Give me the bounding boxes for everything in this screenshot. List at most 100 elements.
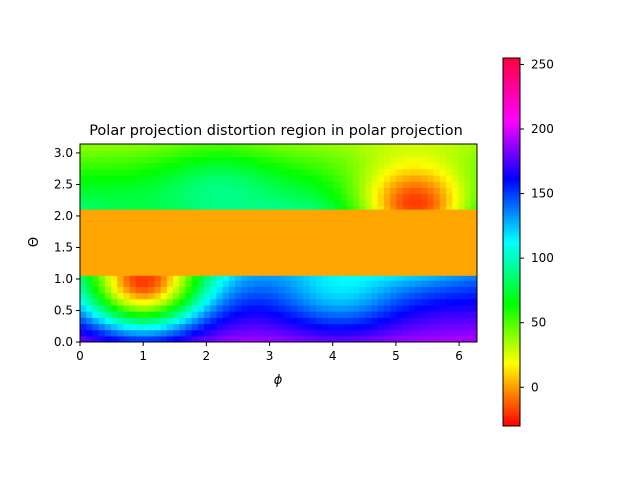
x-tick-label: 3 [266, 349, 274, 363]
heatmap-cell [315, 205, 323, 213]
heatmap-cell [439, 329, 447, 337]
heatmap-cell [290, 168, 298, 176]
heatmap-cell [210, 311, 218, 318]
heatmap-cell [297, 168, 304, 176]
heatmap-cell [98, 311, 106, 318]
heatmap-cell [445, 205, 453, 213]
heatmap-cell [191, 168, 199, 176]
heatmap-cell [352, 144, 360, 151]
heatmap-cell [284, 181, 292, 188]
heatmap-cell [278, 280, 286, 287]
heatmap-cell [452, 273, 459, 281]
heatmap-cell [359, 205, 366, 213]
heatmap-cell [346, 150, 354, 157]
heatmap-cell [290, 193, 298, 201]
heatmap-cell [92, 174, 100, 182]
heatmap-cell [297, 335, 304, 342]
y-tick-label: 0.5 [54, 303, 73, 317]
heatmap-cell [259, 286, 267, 294]
heatmap-cell [173, 273, 180, 281]
heatmap-cell [383, 286, 391, 294]
heatmap-cell [247, 317, 255, 325]
heatmap-cell [216, 329, 224, 337]
heatmap-cell [204, 298, 211, 306]
heatmap-cell [253, 174, 261, 182]
heatmap-cell [228, 205, 236, 213]
heatmap-cell [371, 273, 379, 281]
heatmap-cell [421, 156, 428, 164]
heatmap-cell [123, 286, 131, 294]
heatmap-cell [402, 181, 410, 188]
heatmap-cell [321, 286, 329, 294]
heatmap-cell [334, 304, 342, 312]
heatmap-cell [148, 144, 156, 151]
heatmap-cell [247, 298, 255, 306]
heatmap-cell [253, 144, 261, 151]
heatmap-cell [315, 323, 323, 331]
heatmap-cell [334, 187, 342, 195]
heatmap-cell [390, 187, 397, 195]
heatmap-cell [427, 187, 435, 195]
heatmap-cell [445, 181, 453, 188]
heatmap-cell [266, 193, 273, 201]
heatmap-cell [148, 304, 156, 312]
heatmap-cell [197, 286, 205, 294]
heatmap-cell [297, 205, 304, 213]
heatmap-cell [235, 273, 242, 281]
heatmap-cell [228, 144, 236, 151]
heatmap-cell [135, 174, 143, 182]
heatmap-cell [377, 144, 385, 151]
heatmap-cell [80, 187, 87, 195]
heatmap-cell [408, 193, 416, 201]
heatmap-cell [340, 156, 348, 164]
heatmap-cell [210, 205, 218, 213]
heatmap-cell [340, 292, 348, 300]
heatmap-cell [154, 335, 162, 342]
heatmap-cell [427, 144, 435, 151]
heatmap-cell [86, 193, 94, 201]
heatmap-cell [210, 286, 218, 294]
heatmap-cell [210, 187, 218, 195]
heatmap-cell [421, 273, 428, 281]
heatmap-cell [259, 280, 267, 287]
heatmap-cell [117, 174, 125, 182]
heatmap-cell [154, 144, 162, 151]
heatmap-cell [340, 280, 348, 287]
heatmap-cell [390, 193, 397, 201]
heatmap-cell [458, 168, 466, 176]
heatmap-cell [92, 187, 100, 195]
heatmap-cell [414, 292, 422, 300]
colorbar-tick-label: 250 [531, 57, 554, 71]
heatmap-cell [390, 199, 397, 207]
heatmap-cell [222, 286, 230, 294]
heatmap-cell [173, 162, 180, 170]
heatmap-cell [334, 199, 342, 207]
heatmap-cell [321, 273, 329, 281]
heatmap-cell [104, 205, 112, 213]
heatmap-cell [359, 298, 366, 306]
heatmap-cell [185, 181, 193, 188]
heatmap-cell [266, 280, 273, 287]
heatmap-cell [148, 162, 156, 170]
heatmap-cell [235, 286, 242, 294]
heatmap-cell [129, 150, 137, 157]
heatmap-cell [402, 199, 410, 207]
heatmap-cell [123, 292, 131, 300]
heatmap-cell [464, 298, 472, 306]
heatmap-cell [123, 144, 131, 151]
heatmap-cell [266, 144, 273, 151]
heatmap-cell [135, 193, 143, 201]
heatmap-cell [303, 193, 311, 201]
heatmap-cell [135, 205, 143, 213]
heatmap-cell [166, 193, 174, 201]
heatmap-cell [148, 298, 156, 306]
heatmap-cell [111, 304, 118, 312]
heatmap-cell [241, 193, 249, 201]
heatmap-cell [377, 298, 385, 306]
heatmap-cell [123, 199, 131, 207]
heatmap-cell [154, 298, 162, 306]
heatmap-cell [315, 335, 323, 342]
heatmap-cell [315, 168, 323, 176]
heatmap-cell [80, 298, 87, 306]
heatmap-cell [427, 273, 435, 281]
